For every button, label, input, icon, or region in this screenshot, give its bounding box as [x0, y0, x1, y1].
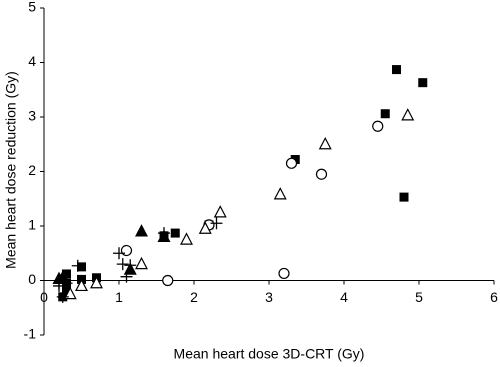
- point: [90, 275, 103, 289]
- point: [56, 270, 70, 283]
- x-axis-label: Mean heart dose 3D-CRT (Gy): [174, 346, 365, 362]
- x-tick-label: 1: [115, 289, 123, 305]
- y-tick-label: 5: [28, 0, 36, 15]
- x-tick-label: 2: [190, 289, 198, 305]
- y-axis-label: Mean heart dose reduction (Gy): [3, 71, 19, 269]
- point: [62, 269, 71, 279]
- point: [401, 108, 415, 121]
- point: [418, 78, 428, 88]
- x-tick-label: 6: [490, 289, 498, 305]
- x-tick-label: 4: [340, 289, 348, 305]
- point: [120, 270, 133, 283]
- x-tick-label: 0: [40, 289, 48, 305]
- y-tick-label: 3: [28, 108, 36, 124]
- point: [62, 286, 71, 296]
- y-tick-label: -1: [24, 326, 37, 342]
- point: [120, 244, 133, 257]
- point: [273, 187, 287, 200]
- point: [180, 232, 193, 245]
- point: [63, 286, 77, 300]
- point: [113, 247, 125, 260]
- point: [318, 136, 332, 150]
- point: [278, 267, 290, 280]
- point: [135, 224, 148, 237]
- point: [77, 262, 86, 272]
- point: [372, 120, 384, 132]
- point: [60, 277, 73, 290]
- point: [75, 278, 88, 292]
- x-tick-label: 3: [265, 289, 273, 305]
- y-tick-label: 2: [28, 162, 36, 178]
- point: [198, 221, 212, 234]
- point: [392, 65, 401, 75]
- point: [124, 259, 137, 272]
- point: [315, 168, 328, 180]
- point: [71, 259, 84, 272]
- point: [285, 157, 298, 169]
- point: [170, 228, 180, 238]
- point: [135, 256, 148, 270]
- point: [213, 205, 227, 218]
- point: [56, 290, 69, 303]
- point: [162, 274, 174, 287]
- y-tick-label: 0: [28, 271, 36, 287]
- point: [380, 109, 390, 119]
- y-tick-label: 1: [28, 217, 36, 233]
- point: [158, 227, 170, 240]
- point: [210, 217, 223, 230]
- x-tick-label: 5: [415, 289, 423, 305]
- point: [116, 258, 129, 271]
- point: [399, 192, 409, 202]
- y-tick-label: 4: [28, 53, 36, 69]
